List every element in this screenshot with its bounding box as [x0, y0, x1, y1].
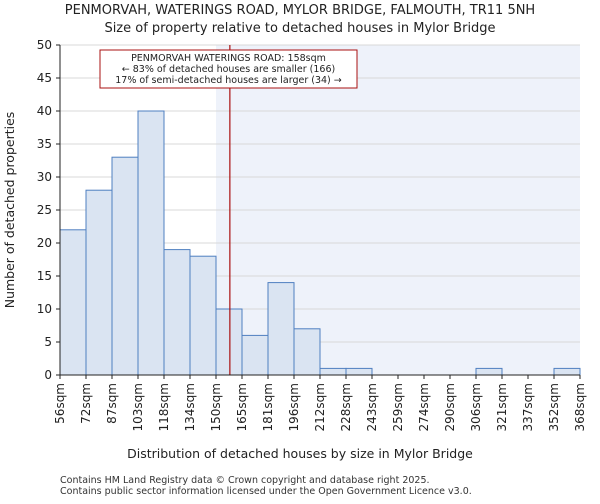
- annotation-box: [99, 49, 358, 89]
- x-tick-label: 181sqm: [261, 383, 275, 431]
- x-tick-label: 368sqm: [573, 383, 587, 431]
- histogram-bar: [319, 367, 347, 376]
- annotation-line: 17% of semi-detached houses are larger (…: [115, 75, 342, 86]
- x-tick-label: 306sqm: [469, 383, 483, 431]
- histogram-bar: [85, 189, 113, 376]
- footer-line-1: Contains HM Land Registry data © Crown c…: [60, 475, 430, 486]
- histogram-bar: [241, 334, 269, 376]
- annotation-line: PENMORVAH WATERINGS ROAD: 158sqm: [131, 53, 326, 64]
- chart-title: PENMORVAH, WATERINGS ROAD, MYLOR BRIDGE,…: [65, 3, 535, 18]
- histogram-bar: [111, 156, 139, 376]
- x-tick-label: 259sqm: [391, 383, 405, 431]
- x-axis-label: Distribution of detached houses by size …: [127, 446, 473, 461]
- x-tick-label: 165sqm: [235, 383, 249, 431]
- y-tick-label: 30: [37, 170, 52, 184]
- y-axis-label: Number of detached properties: [2, 112, 17, 309]
- histogram-bar: [475, 367, 503, 376]
- x-tick-label: 196sqm: [287, 383, 301, 431]
- y-tick-label: 5: [44, 335, 52, 349]
- x-tick-label: 352sqm: [547, 383, 561, 431]
- histogram-bar: [137, 110, 165, 376]
- histogram-bar: [293, 328, 321, 376]
- x-tick-label: 212sqm: [313, 383, 327, 431]
- y-tick-label: 0: [44, 368, 52, 382]
- footer-line-2: Contains public sector information licen…: [60, 486, 472, 497]
- y-tick-label: 10: [37, 302, 52, 316]
- y-tick-label: 20: [37, 236, 52, 250]
- x-tick-label: 337sqm: [521, 383, 535, 431]
- histogram-bar: [553, 367, 581, 376]
- histogram-bar: [267, 282, 295, 376]
- x-tick-label: 72sqm: [79, 383, 93, 424]
- x-tick-label: 118sqm: [157, 383, 171, 431]
- histogram-bar: [59, 229, 87, 376]
- annotation-line: ← 83% of detached houses are smaller (16…: [122, 64, 335, 75]
- x-tick-label: 228sqm: [339, 383, 353, 431]
- y-tick-label: 15: [37, 269, 52, 283]
- histogram-bar: [345, 367, 373, 376]
- y-tick-label: 45: [37, 71, 52, 85]
- x-tick-label: 134sqm: [183, 383, 197, 431]
- y-tick-label: 50: [37, 38, 52, 52]
- x-tick-label: 274sqm: [417, 383, 431, 431]
- histogram-bar: [163, 249, 191, 376]
- chart-subtitle: Size of property relative to detached ho…: [104, 21, 495, 36]
- x-tick-label: 103sqm: [131, 383, 145, 431]
- y-tick-label: 40: [37, 104, 52, 118]
- x-tick-label: 150sqm: [209, 383, 223, 431]
- x-tick-label: 290sqm: [443, 383, 457, 431]
- histogram-bar: [189, 255, 217, 376]
- y-tick-label: 25: [37, 203, 52, 217]
- x-tick-label: 243sqm: [365, 383, 379, 431]
- x-tick-label: 87sqm: [105, 383, 119, 424]
- plot-area: 0 5 10 15 20 25 30 35 40 45 50 56sqm 72sqm 87sqm 103sq…: [37, 38, 587, 431]
- histogram-bar: [215, 308, 243, 376]
- y-tick-label: 35: [37, 137, 52, 151]
- x-tick-label: 321sqm: [495, 383, 509, 431]
- x-tick-label: 56sqm: [53, 383, 67, 424]
